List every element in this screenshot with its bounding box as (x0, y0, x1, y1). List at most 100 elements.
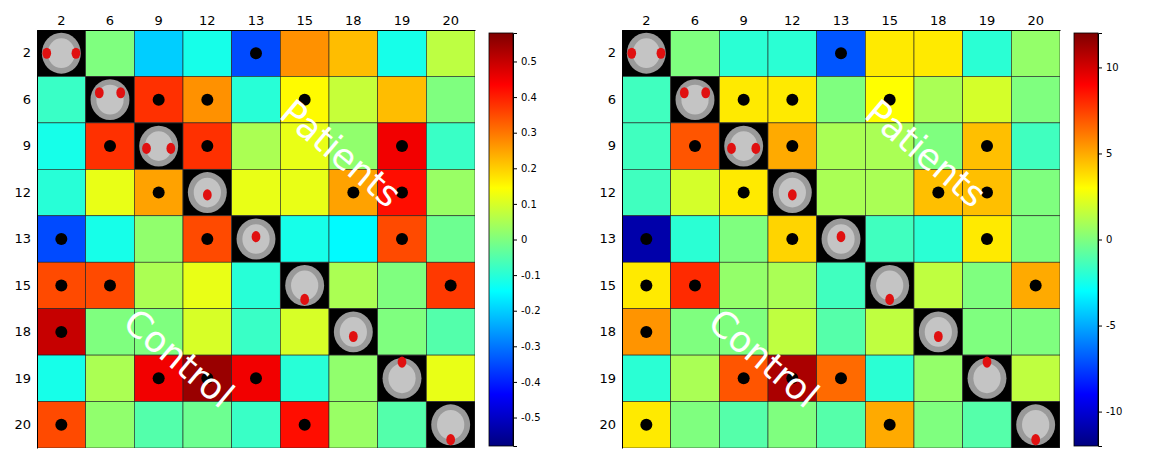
tick-label: 9 (740, 13, 748, 28)
cell (37, 76, 86, 122)
tick-label: -0.2 (521, 305, 541, 316)
activation-blob (751, 143, 760, 154)
tick: -10 (1098, 406, 1122, 417)
significance-dot (299, 419, 311, 431)
tick: 20 (1027, 13, 1044, 30)
tick: 19 (394, 13, 411, 30)
cell (378, 123, 427, 169)
cell (86, 216, 135, 262)
cell (232, 123, 281, 169)
cell (232, 262, 281, 308)
brain-thumbnail (329, 309, 378, 355)
thumbnail-bg (86, 76, 135, 122)
tick-mark (513, 275, 517, 276)
significance-dot (786, 233, 798, 245)
tick-mark (513, 204, 517, 205)
significance-dot (250, 47, 262, 59)
activation-blob (166, 143, 175, 154)
cell (426, 355, 475, 401)
annotation: Patients (272, 91, 409, 215)
cell (963, 216, 1012, 262)
cell (232, 309, 281, 355)
thumbnail-bg (963, 355, 1012, 401)
cell (622, 76, 671, 122)
tick-label: 13 (599, 231, 616, 246)
tick-label: 0.1 (521, 199, 537, 210)
tick: 2 (642, 13, 650, 30)
brain-thumbnail (86, 76, 135, 122)
cell (671, 30, 720, 76)
tick: 0 (513, 234, 527, 245)
significance-dot (153, 94, 165, 106)
cell (1011, 262, 1060, 308)
cell (865, 402, 914, 448)
tick-label: 6 (608, 92, 616, 107)
brain-slice (237, 219, 276, 260)
brain-inner (340, 317, 367, 347)
activation-blob (300, 294, 309, 305)
significance-dot (786, 94, 798, 106)
tick: 10 (1098, 62, 1119, 73)
tick: 20 (599, 417, 622, 432)
tick-label: 15 (599, 278, 616, 293)
cell (914, 216, 963, 262)
tick-label: 18 (599, 324, 616, 339)
tick: 6 (608, 92, 622, 107)
axis-line (38, 30, 476, 31)
tick: 15 (881, 13, 898, 30)
cell (865, 309, 914, 355)
cell (719, 76, 768, 122)
brain-inner (925, 317, 952, 347)
tick: -0.1 (513, 270, 541, 281)
cell (426, 262, 475, 308)
significance-dot (55, 279, 67, 291)
tick: -5 (1098, 320, 1116, 331)
cell (329, 76, 378, 122)
cell (134, 402, 183, 448)
cell (622, 355, 671, 401)
tick: 0.3 (513, 127, 537, 138)
activation-blob (398, 357, 407, 368)
activation-blob (701, 87, 710, 98)
axis-line (37, 31, 38, 449)
colorbar-gradient (489, 33, 513, 446)
tick-label: 2 (57, 13, 65, 28)
brain-thumbnail (183, 169, 232, 215)
brain-slice (139, 126, 178, 167)
cell (1011, 123, 1060, 169)
brain-thumbnail (378, 355, 427, 401)
cell (86, 169, 135, 215)
significance-dot (201, 233, 213, 245)
thumbnail-bg (134, 123, 183, 169)
activation-blob (116, 87, 125, 98)
tick: 0.5 (513, 56, 537, 67)
cell (914, 262, 963, 308)
tick-label: 19 (979, 13, 996, 28)
cell (622, 262, 671, 308)
tick: 9 (155, 13, 163, 30)
cell (817, 30, 866, 76)
brain-thumbnail (963, 355, 1012, 401)
significance-dot (738, 372, 750, 384)
significance-dot (689, 140, 701, 152)
tick-label: 19 (394, 13, 411, 28)
cell (1011, 355, 1060, 401)
thumbnail-bg (622, 30, 671, 76)
cell (378, 262, 427, 308)
tick-label: 10 (1106, 62, 1119, 73)
brain-thumbnail (768, 169, 817, 215)
tick-label: 9 (608, 138, 616, 153)
activation-blob (983, 357, 992, 368)
tick-label: -0.4 (521, 377, 541, 388)
cell (86, 123, 135, 169)
tick-mark (1098, 153, 1102, 154)
cell (183, 262, 232, 308)
tick: 6 (106, 13, 114, 30)
significance-dot (104, 279, 116, 291)
cell (232, 30, 281, 76)
brain-slice (91, 79, 130, 120)
tick-label: 13 (833, 13, 850, 28)
tick-label: 5 (1106, 148, 1112, 159)
tick: 18 (345, 13, 362, 30)
tick-mark (513, 61, 517, 62)
